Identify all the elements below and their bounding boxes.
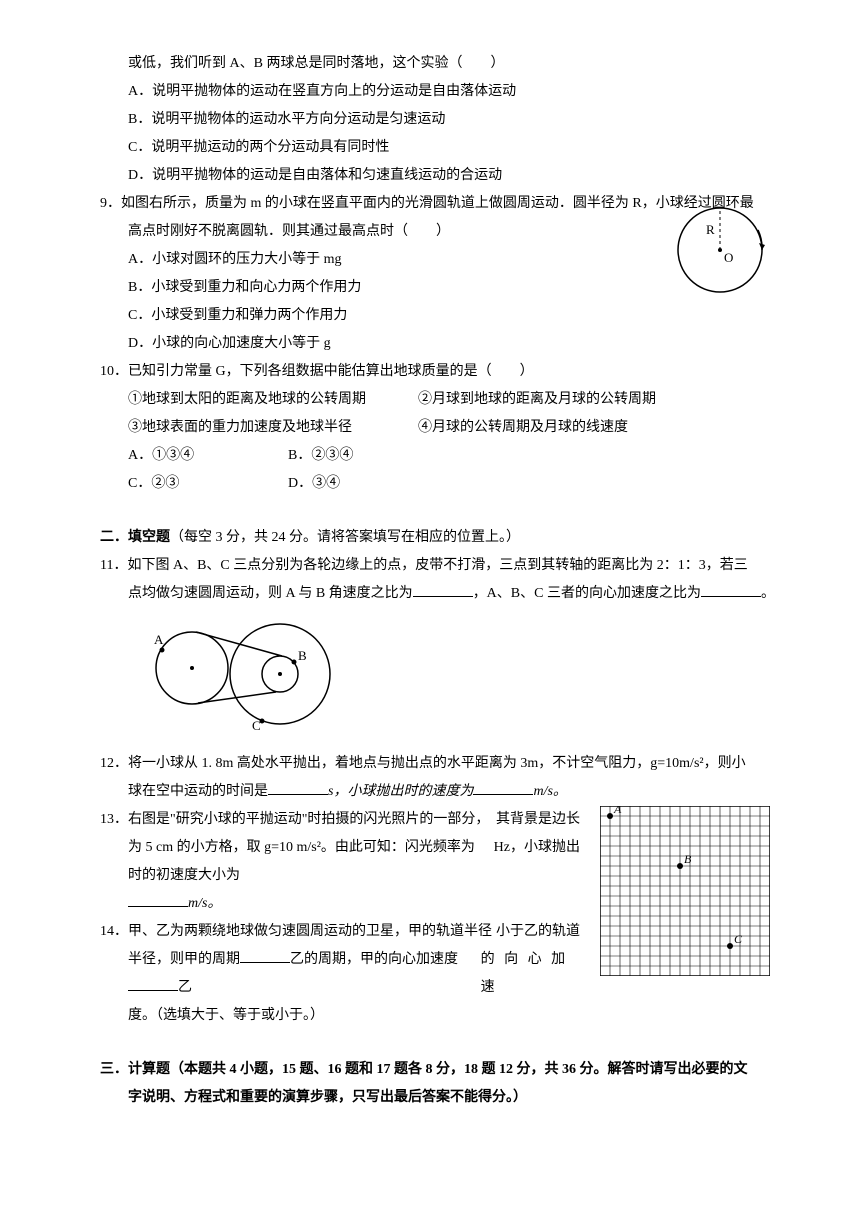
q10-option-c: C．②③ (128, 470, 288, 498)
blank-fill (701, 583, 761, 597)
q8-stem-line: 或低，我们听到 A、B 两球总是同时落地，这个实验（ ） (100, 50, 780, 78)
svg-text:O: O (724, 250, 733, 265)
blank-fill (240, 949, 290, 963)
svg-text:A: A (613, 806, 622, 816)
blank-fill (413, 583, 473, 597)
section-2-header: 二．填空题（每空 3 分，共 24 分。请将答案填写在相应的位置上。） (100, 524, 780, 552)
q8-option-a: A．说明平抛物体的运动在竖直方向上的分运动是自由落体运动 (100, 78, 780, 106)
section-3-title: 三．计算题 (100, 1062, 170, 1077)
q14-line2: 半径，则甲的周期乙的周期，甲的向心加速度乙 的 向 心 加 速 (100, 946, 580, 1002)
section-3-note-line2: 字说明、方程式和重要的演算步骤，只写出最后答案不能得分。） (100, 1084, 780, 1112)
question-11: 11．如下图 A、B、C 三点分别为各轮边缘上的点，皮带不打滑，三点到其转轴的距… (100, 552, 780, 742)
question-8-tail: 或低，我们听到 A、B 两球总是同时落地，这个实验（ ） A．说明平抛物体的运动… (100, 50, 780, 190)
question-12: 12．将一小球从 1. 8m 高处水平抛出，着地点与抛出点的水平距离为 3m，不… (100, 750, 780, 806)
q11-line1: 11．如下图 A、B、C 三点分别为各轮边缘上的点，皮带不打滑，三点到其转轴的距… (100, 552, 780, 580)
q10-options-row1: A．①③④ B．②③④ (100, 442, 780, 470)
q11-pulley-diagram: A B C (140, 616, 780, 742)
q10-option-a: A．①③④ (128, 442, 288, 470)
svg-text:A: A (154, 632, 164, 647)
question-9: 9．如图右所示，质量为 m 的小球在竖直平面内的光滑圆轨道上做圆周运动．圆半径为… (100, 190, 780, 358)
q13-line3: 时的初速度大小为 (100, 862, 580, 890)
question-10: 10．已知引力常量 G，下列各组数据中能估算出地球质量的是（ ） ①地球到太阳的… (100, 358, 780, 498)
q10-choices-row2: ③地球表面的重力加速度及地球半径④月球的公转周期及月球的线速度 (100, 414, 780, 442)
blank-fill (473, 781, 533, 795)
svg-text:R: R (706, 222, 715, 237)
blank-fill (128, 893, 188, 907)
blank-fill (268, 781, 328, 795)
q14-line1: 14．甲、乙为两颗绕地球做匀速圆周运动的卫星，甲的轨道半径 小于乙的轨道 (100, 918, 580, 946)
q9-option-d: D．小球的向心加速度大小等于 g (100, 330, 780, 358)
q13-line2: 为 5 cm 的小方格，取 g=10 m/s²。由此可知：闪光频率为 Hz，小球… (100, 834, 580, 862)
blank-fill (128, 977, 178, 991)
q14-line3: 度。（选填大于、等于或小于。） (100, 1002, 580, 1030)
q10-choices-row1: ①地球到太阳的距离及地球的公转周期②月球到地球的距离及月球的公转周期 (100, 386, 780, 414)
q12-line1: 12．将一小球从 1. 8m 高处水平抛出，着地点与抛出点的水平距离为 3m，不… (100, 750, 780, 778)
q13-line1: 13．右图是"研究小球的平抛运动"时拍摄的闪光照片的一部分， 其背景是边长 (100, 806, 580, 834)
svg-text:B: B (684, 852, 692, 866)
q8-option-d: D．说明平抛物体的运动是自由落体和匀速直线运动的合运动 (100, 162, 780, 190)
q11-line2: 点均做匀速圆周运动，则 A 与 B 角速度之比为，A、B、C 三者的向心加速度之… (100, 580, 780, 608)
svg-text:B: B (298, 648, 307, 663)
section-3-header: 三．计算题（本题共 4 小题，15 题、16 题和 17 题各 8 分，18 题… (100, 1056, 780, 1084)
question-14: 14．甲、乙为两颗绕地球做匀速圆周运动的卫星，甲的轨道半径 小于乙的轨道 半径，… (100, 918, 780, 1030)
q10-stem: 10．已知引力常量 G，下列各组数据中能估算出地球质量的是（ ） (100, 358, 780, 386)
q13-line4: m/s。 (100, 890, 580, 918)
q8-option-c: C．说明平抛运动的两个分运动具有同时性 (100, 134, 780, 162)
q10-option-d: D．③④ (288, 470, 448, 498)
q12-line2: 球在空中运动的时间是s，小球抛出时的速度为m/s。 (100, 778, 780, 806)
q8-option-b: B．说明平抛物体的运动水平方向分运动是匀速运动 (100, 106, 780, 134)
question-13: 13．右图是"研究小球的平抛运动"时拍摄的闪光照片的一部分， 其背景是边长 为 … (100, 806, 780, 918)
q10-options-row2: C．②③ D．③④ (100, 470, 780, 498)
q10-option-b: B．②③④ (288, 442, 448, 470)
section-2-title: 二．填空题 (100, 530, 170, 545)
q9-circle-diagram: R O (670, 200, 770, 311)
svg-text:C: C (252, 718, 261, 731)
